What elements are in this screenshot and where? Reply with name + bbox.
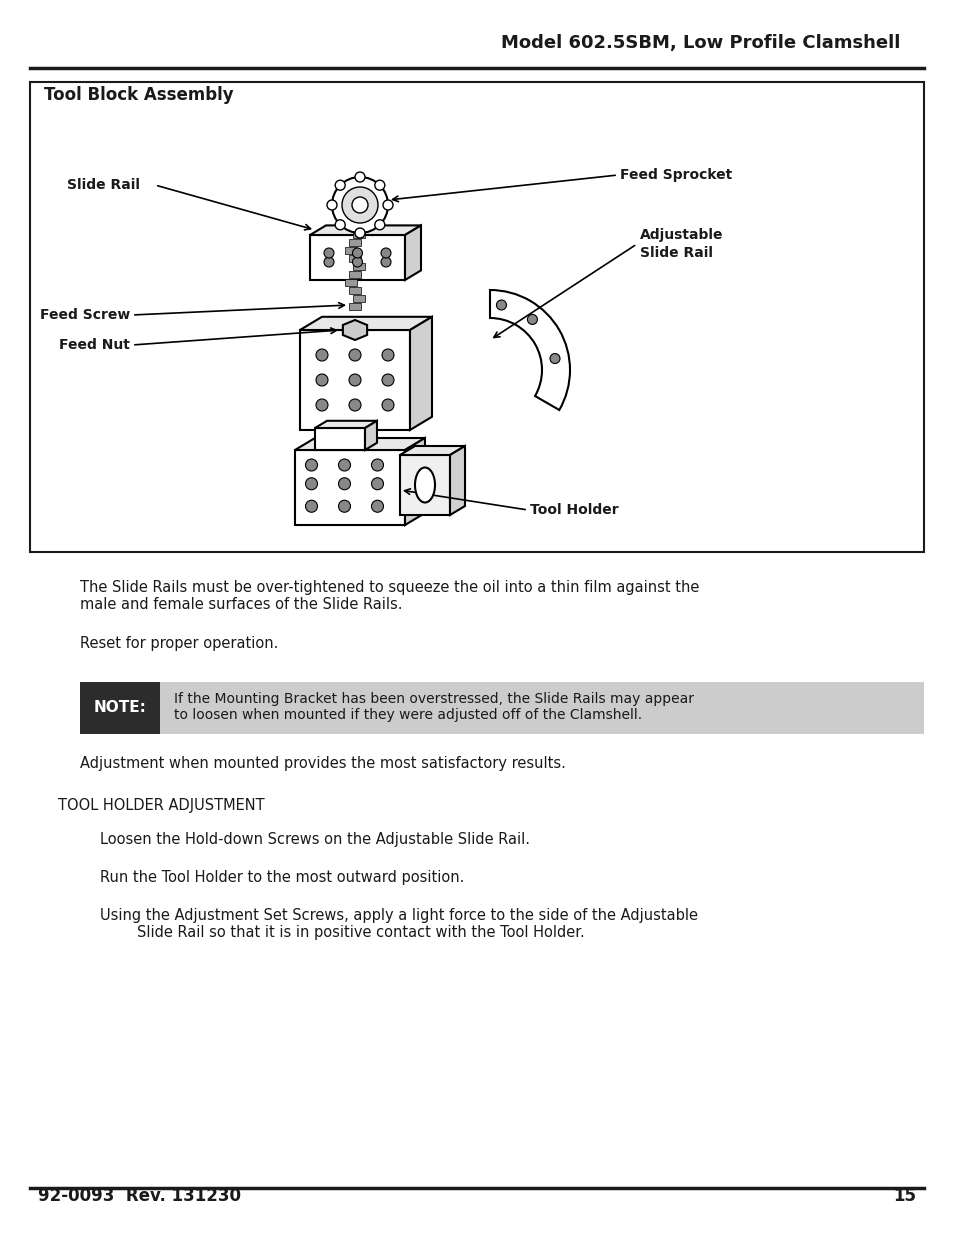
Circle shape (355, 172, 365, 182)
Polygon shape (353, 263, 365, 270)
Circle shape (352, 257, 362, 267)
Polygon shape (405, 438, 424, 525)
Polygon shape (310, 235, 405, 280)
Bar (160, 682, 923, 734)
Circle shape (375, 220, 384, 230)
Circle shape (349, 350, 360, 361)
Polygon shape (349, 287, 360, 294)
Polygon shape (294, 438, 424, 450)
Polygon shape (349, 303, 360, 310)
Text: If the Mounting Bracket has been overstressed, the Slide Rails may appear
to loo: If the Mounting Bracket has been overstr… (173, 692, 693, 722)
Circle shape (305, 478, 317, 490)
Text: Feed Nut: Feed Nut (59, 338, 130, 352)
Polygon shape (342, 320, 367, 340)
Text: Adjustable: Adjustable (639, 228, 722, 242)
Ellipse shape (415, 468, 435, 503)
Circle shape (496, 300, 506, 310)
Polygon shape (299, 330, 410, 430)
Circle shape (380, 257, 391, 267)
Circle shape (349, 374, 360, 387)
Circle shape (335, 220, 345, 230)
Text: NOTE:: NOTE: (93, 700, 146, 715)
Polygon shape (294, 450, 405, 525)
Circle shape (338, 500, 350, 513)
Polygon shape (353, 295, 365, 303)
Circle shape (550, 353, 559, 363)
Circle shape (381, 374, 394, 387)
Circle shape (315, 399, 328, 411)
Polygon shape (405, 226, 420, 280)
Circle shape (381, 350, 394, 361)
Circle shape (305, 500, 317, 513)
Circle shape (315, 374, 328, 387)
Circle shape (324, 248, 334, 258)
Polygon shape (345, 215, 356, 222)
Circle shape (341, 186, 377, 224)
Polygon shape (349, 240, 360, 246)
Text: Using the Adjustment Set Screws, apply a light force to the side of the Adjustab: Using the Adjustment Set Screws, apply a… (100, 908, 698, 940)
Polygon shape (399, 446, 464, 454)
Text: Slide Rail: Slide Rail (67, 178, 140, 191)
Circle shape (371, 500, 383, 513)
Circle shape (335, 180, 345, 190)
Circle shape (324, 257, 334, 267)
Polygon shape (450, 446, 464, 515)
Polygon shape (365, 421, 376, 450)
Text: Model 602.5SBM, Low Profile Clamshell: Model 602.5SBM, Low Profile Clamshell (500, 35, 899, 52)
Circle shape (327, 200, 336, 210)
Circle shape (305, 459, 317, 471)
Text: Reset for proper operation.: Reset for proper operation. (80, 636, 278, 651)
Circle shape (380, 248, 391, 258)
Circle shape (315, 350, 328, 361)
Circle shape (375, 180, 384, 190)
Polygon shape (399, 454, 450, 515)
Polygon shape (353, 231, 365, 238)
Circle shape (352, 198, 368, 212)
Circle shape (338, 478, 350, 490)
Polygon shape (410, 317, 432, 430)
Text: 15: 15 (892, 1187, 915, 1205)
Polygon shape (345, 247, 356, 254)
Text: Feed Screw: Feed Screw (40, 308, 130, 322)
Bar (30, 82, 923, 552)
Text: The Slide Rails must be over-tightened to squeeze the oil into a thin film again: The Slide Rails must be over-tightened t… (80, 580, 699, 613)
Polygon shape (299, 317, 432, 330)
Circle shape (355, 228, 365, 238)
Text: 92-0093  Rev. 131230: 92-0093 Rev. 131230 (38, 1187, 241, 1205)
Circle shape (382, 200, 393, 210)
Polygon shape (310, 226, 420, 235)
Circle shape (371, 459, 383, 471)
Text: Run the Tool Holder to the most outward position.: Run the Tool Holder to the most outward … (100, 869, 464, 885)
Polygon shape (314, 429, 365, 450)
Text: Loosen the Hold-down Screws on the Adjustable Slide Rail.: Loosen the Hold-down Screws on the Adjus… (100, 832, 530, 847)
Circle shape (527, 315, 537, 325)
Polygon shape (349, 254, 360, 262)
Polygon shape (345, 279, 356, 287)
Polygon shape (349, 224, 360, 230)
Circle shape (371, 478, 383, 490)
Circle shape (332, 177, 388, 233)
Polygon shape (314, 421, 376, 429)
Bar (80, 682, 160, 734)
Circle shape (338, 459, 350, 471)
Text: TOOL HOLDER ADJUSTMENT: TOOL HOLDER ADJUSTMENT (58, 798, 264, 813)
Text: Tool Holder: Tool Holder (530, 503, 618, 517)
Circle shape (381, 399, 394, 411)
Wedge shape (490, 290, 569, 410)
Circle shape (349, 399, 360, 411)
Circle shape (352, 248, 362, 258)
Text: Adjustment when mounted provides the most satisfactory results.: Adjustment when mounted provides the mos… (80, 756, 565, 771)
Text: Feed Sprocket: Feed Sprocket (619, 168, 732, 182)
Text: Tool Block Assembly: Tool Block Assembly (44, 86, 233, 104)
Polygon shape (349, 270, 360, 278)
Text: Slide Rail: Slide Rail (639, 246, 712, 261)
